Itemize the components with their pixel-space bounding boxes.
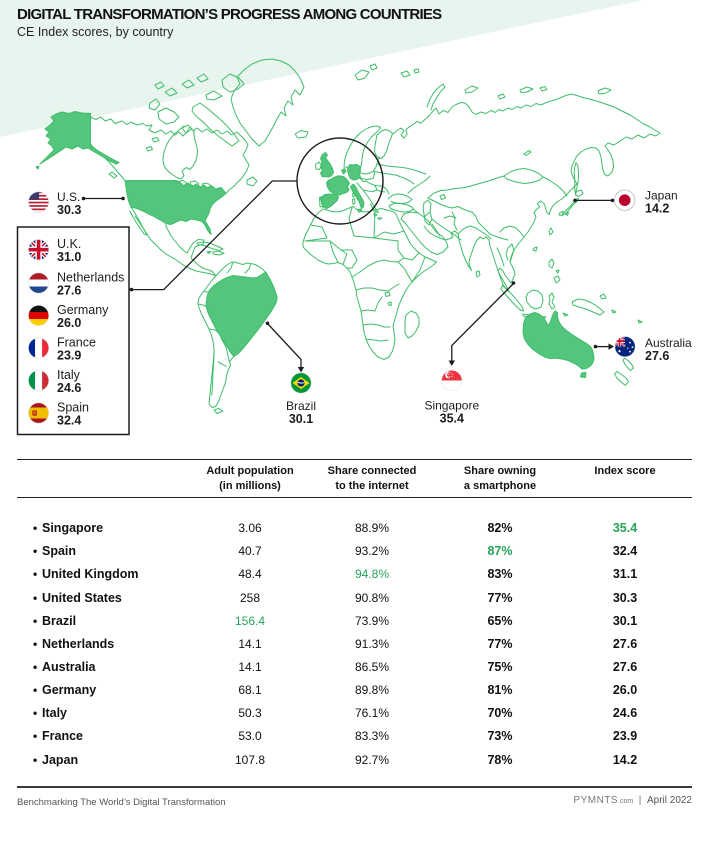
svg-text:U.S.: U.S. <box>57 190 80 204</box>
svg-text:30.3: 30.3 <box>57 203 81 217</box>
svg-text:Spain: Spain <box>57 401 89 415</box>
svg-text:31.0: 31.0 <box>57 250 81 264</box>
svg-text:14.2: 14.2 <box>645 202 669 216</box>
svg-text:Singapore: Singapore <box>424 399 479 413</box>
svg-text:26.0: 26.0 <box>57 316 81 330</box>
svg-text:32.4: 32.4 <box>57 414 81 428</box>
svg-text:27.6: 27.6 <box>645 349 669 363</box>
svg-text:Japan: Japan <box>645 189 678 203</box>
svg-text:Italy: Italy <box>57 368 81 382</box>
svg-text:Australia: Australia <box>645 336 692 350</box>
svg-text:23.9: 23.9 <box>57 349 81 363</box>
svg-text:27.6: 27.6 <box>57 284 81 298</box>
svg-text:Brazil: Brazil <box>286 399 316 413</box>
svg-text:U.K.: U.K. <box>57 237 81 251</box>
svg-text:30.1: 30.1 <box>289 412 313 426</box>
svg-text:France: France <box>57 336 96 350</box>
svg-text:35.4: 35.4 <box>440 412 464 426</box>
svg-text:Netherlands: Netherlands <box>57 271 124 285</box>
svg-text:Germany: Germany <box>57 303 109 317</box>
svg-text:24.6: 24.6 <box>57 381 81 395</box>
